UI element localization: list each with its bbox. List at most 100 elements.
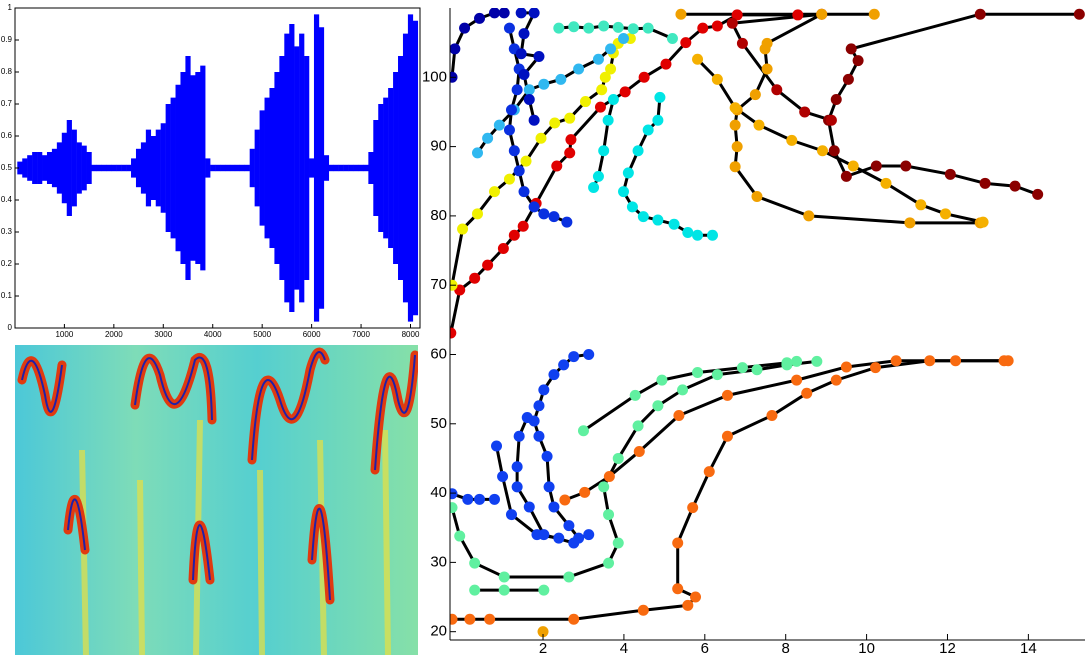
- track-point: [484, 613, 496, 625]
- track-point: [518, 186, 530, 198]
- track-point: [553, 532, 565, 544]
- spectrogram: [15, 345, 418, 655]
- track-point: [652, 400, 664, 412]
- track-point: [692, 367, 704, 379]
- track-point: [726, 17, 738, 29]
- track-point: [811, 355, 823, 367]
- track-point: [579, 96, 591, 108]
- track-point: [482, 259, 494, 271]
- track-point: [1032, 188, 1044, 200]
- x-tick-label: 4000: [204, 330, 222, 339]
- track-point: [687, 502, 699, 514]
- track-point: [751, 364, 763, 376]
- track-point: [1009, 180, 1021, 192]
- track-point: [869, 362, 881, 374]
- track-point: [677, 384, 689, 396]
- track-point: [781, 359, 793, 371]
- track-point: [497, 470, 509, 482]
- track-point: [474, 12, 486, 24]
- track-point: [690, 591, 702, 603]
- track-point: [488, 186, 500, 198]
- track-line: [564, 359, 1009, 502]
- track-point: [535, 132, 547, 144]
- track-point: [511, 481, 523, 493]
- track-point: [830, 93, 842, 105]
- x-tick-label: 12: [939, 640, 956, 655]
- track-point: [538, 384, 550, 396]
- y-tick-label: 20: [430, 623, 447, 640]
- track-point: [583, 22, 595, 34]
- track-point: [596, 84, 608, 96]
- track-point: [791, 355, 803, 367]
- y-tick-label: 0.3: [1, 227, 13, 236]
- track-point: [668, 218, 680, 230]
- track-line: [730, 12, 832, 122]
- track-point: [711, 369, 723, 381]
- track-point: [890, 355, 902, 367]
- track-point: [939, 208, 951, 220]
- track-point: [638, 71, 650, 83]
- track-point: [528, 201, 540, 213]
- x-tick-label: 8: [782, 640, 790, 655]
- track-point: [627, 23, 639, 35]
- track-point: [515, 48, 527, 60]
- track-line: [696, 58, 984, 224]
- track-point: [558, 359, 570, 371]
- track-line: [532, 353, 590, 540]
- track-point: [508, 229, 520, 241]
- track-point: [652, 114, 664, 126]
- track-point: [673, 409, 685, 421]
- track-point: [563, 571, 575, 583]
- track-point: [548, 211, 560, 223]
- track-point: [513, 165, 525, 177]
- track-point: [612, 21, 624, 33]
- track-point: [729, 102, 741, 114]
- x-tick-label: 6: [701, 640, 709, 655]
- track-point: [482, 132, 494, 144]
- track-point: [517, 220, 529, 232]
- track-point: [605, 43, 617, 55]
- track-point: [729, 161, 741, 173]
- track-point: [840, 170, 852, 182]
- track-point: [598, 20, 610, 32]
- track-point: [612, 537, 624, 549]
- track-point: [450, 613, 458, 625]
- track-point: [498, 584, 510, 596]
- track-point: [751, 190, 763, 202]
- track-point: [538, 584, 550, 596]
- track-point: [771, 84, 783, 96]
- y-tick-label: 0.5: [1, 163, 13, 172]
- track-point: [553, 22, 565, 34]
- track-point: [565, 134, 577, 146]
- track-point: [979, 177, 991, 189]
- y-tick-label: 80: [430, 207, 447, 224]
- track-point: [503, 124, 515, 136]
- x-tick-label: 3000: [154, 330, 172, 339]
- y-tick-label: 1: [8, 3, 13, 12]
- track-point: [626, 201, 638, 213]
- track-point: [531, 529, 543, 541]
- track-point: [880, 177, 892, 189]
- track-point: [711, 73, 723, 85]
- track-point: [598, 481, 610, 493]
- track-line: [452, 359, 1005, 621]
- track-point: [533, 51, 545, 63]
- track-point: [472, 147, 484, 159]
- track-point: [488, 8, 500, 19]
- track-point: [974, 8, 986, 20]
- track-point: [666, 32, 678, 44]
- track-point: [491, 440, 503, 452]
- track-point: [642, 124, 654, 136]
- track-point: [505, 104, 517, 116]
- track-point: [583, 348, 595, 360]
- track-point: [459, 22, 471, 34]
- track-point: [721, 430, 733, 442]
- track-point: [469, 272, 481, 284]
- y-tick-label: 0.7: [1, 99, 13, 108]
- track-point: [792, 9, 804, 21]
- track-point: [915, 199, 927, 211]
- track-point: [505, 509, 517, 521]
- track-point: [538, 78, 550, 90]
- track-point: [592, 170, 604, 182]
